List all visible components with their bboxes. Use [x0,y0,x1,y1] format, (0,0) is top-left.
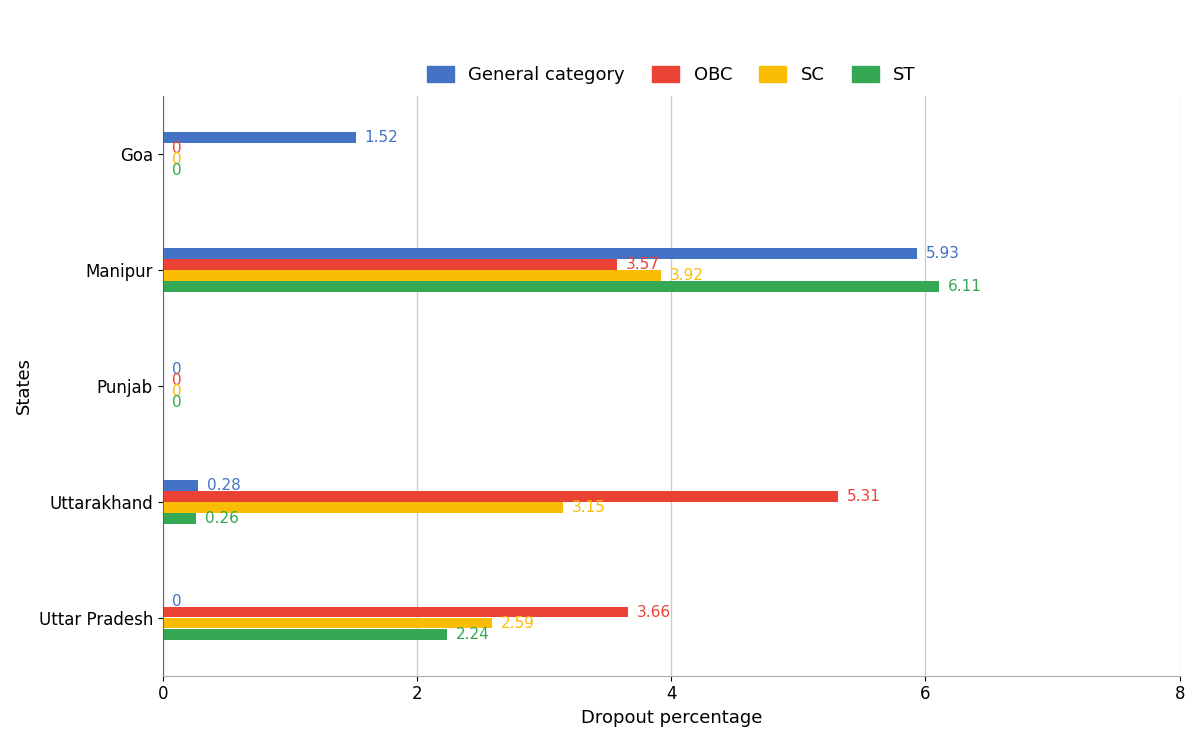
Bar [163,260,617,270]
Bar [163,607,628,617]
Bar [163,491,838,502]
Bar [163,281,940,292]
Text: 3.66: 3.66 [637,605,671,620]
Text: 5.93: 5.93 [925,246,960,261]
Bar [163,618,492,628]
X-axis label: Dropout percentage: Dropout percentage [581,709,762,727]
Text: 0: 0 [172,594,181,608]
Text: 2.24: 2.24 [456,627,490,642]
Text: 3.92: 3.92 [670,268,704,283]
Bar [163,629,448,640]
Text: 0: 0 [172,362,181,377]
Text: 3.15: 3.15 [572,500,606,515]
Text: 0: 0 [172,384,181,399]
Text: 3.57: 3.57 [625,257,659,272]
Legend: General category, OBC, SC, ST: General category, OBC, SC, ST [420,59,923,91]
Text: 5.31: 5.31 [847,489,881,504]
Y-axis label: States: States [16,358,34,415]
Bar [163,480,198,490]
Text: 6.11: 6.11 [948,279,983,294]
Bar [163,513,196,524]
Text: 0: 0 [172,395,181,410]
Text: 0: 0 [172,141,181,156]
Bar [163,502,563,513]
Text: 0.28: 0.28 [208,478,241,493]
Text: 2.59: 2.59 [500,616,535,631]
Text: 0.26: 0.26 [205,511,239,526]
Bar [163,249,917,259]
Text: 1.52: 1.52 [365,130,398,145]
Text: 0: 0 [172,152,181,167]
Text: 0: 0 [172,373,181,388]
Bar [163,132,356,143]
Text: 0: 0 [172,163,181,178]
Bar [163,270,661,280]
